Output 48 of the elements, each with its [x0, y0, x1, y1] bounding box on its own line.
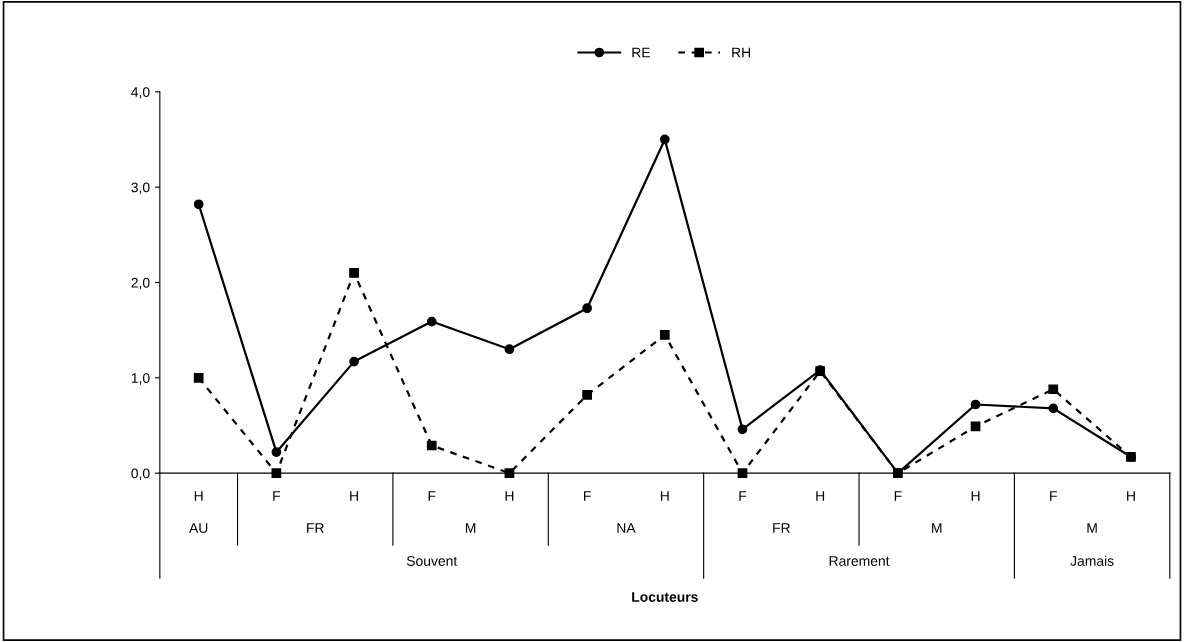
legend-label: RE: [632, 47, 650, 58]
point: [815, 366, 826, 377]
y-tick-label: 4,0: [131, 87, 150, 99]
text: Jamais: [1070, 555, 1114, 566]
text: FR: [773, 523, 790, 533]
x-tick-label: H: [660, 491, 669, 501]
point: [426, 316, 437, 327]
x-tick-label: H: [194, 491, 203, 501]
point: [271, 447, 282, 458]
point: [1048, 384, 1059, 395]
x-tick-label: F: [273, 491, 281, 501]
text: M: [1087, 523, 1097, 533]
point: [582, 390, 592, 400]
point: [659, 330, 670, 340]
text: FR: [307, 523, 324, 533]
point: [1048, 403, 1059, 414]
x-tick-label: F: [739, 491, 747, 501]
point: [659, 134, 670, 145]
x-tick-label: F: [428, 491, 436, 501]
x-tick-label: H: [971, 491, 980, 501]
x-tick-label: H: [505, 491, 514, 501]
text: Rarement: [829, 556, 890, 566]
point: [582, 303, 592, 314]
x-tick-label: H: [350, 491, 358, 501]
text: NA: [617, 523, 636, 533]
x-tick-label: F: [894, 491, 902, 501]
y-tick-label: 3,0: [131, 182, 150, 194]
text: Locuteurs: [632, 592, 698, 602]
y-tick-label: 0,0: [131, 468, 150, 480]
text: M: [932, 523, 942, 533]
x-tick-label: H: [816, 491, 825, 501]
x-tick-label: F: [584, 491, 591, 501]
point: [970, 399, 981, 410]
y-tick-label: 2,0: [131, 277, 150, 290]
point: [349, 268, 359, 278]
x-tick-label: F: [1050, 491, 1057, 501]
legend-label: RH: [732, 47, 751, 58]
point: [504, 344, 515, 355]
text: AU: [189, 523, 208, 533]
point: [349, 356, 359, 367]
point: [193, 372, 204, 383]
point: [193, 199, 204, 210]
point: [426, 440, 437, 451]
x-tick-label: H: [1127, 491, 1135, 501]
y-tick-label: 1,0: [131, 373, 150, 385]
text: Souvent: [406, 556, 458, 566]
text: M: [465, 523, 476, 533]
point: [737, 424, 748, 435]
